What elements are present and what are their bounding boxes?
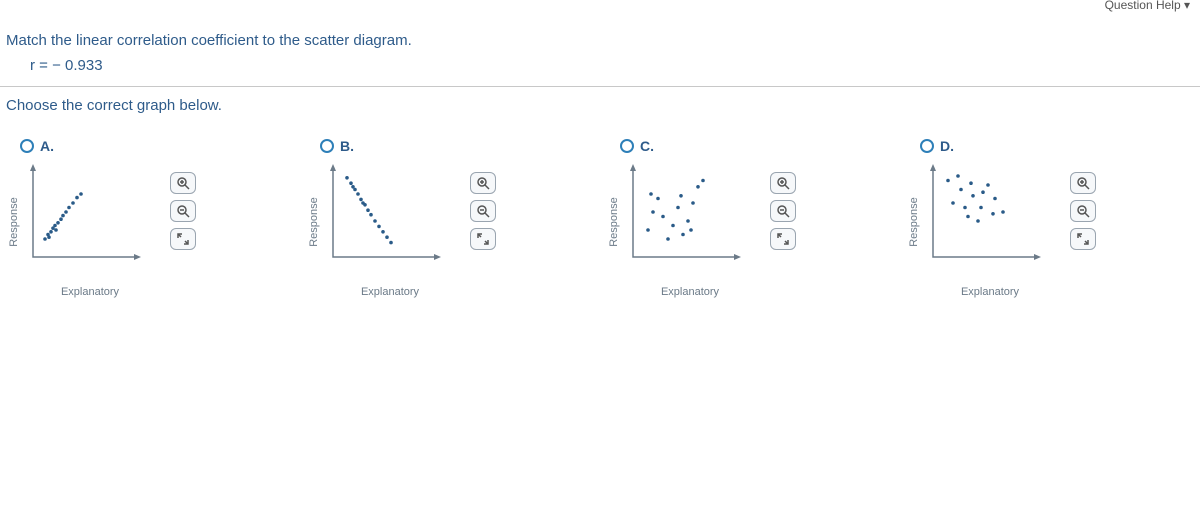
chart-a-axes (33, 167, 138, 257)
chart-d-x-arrow (1034, 254, 1041, 260)
chart-a-x-arrow (134, 254, 141, 260)
instruction-text: Choose the correct graph below. (0, 93, 1200, 118)
option-c-letter: C. (640, 138, 654, 154)
chart-b: Response Explanatory (320, 162, 460, 282)
chart-a-points (43, 192, 83, 241)
option-d: D. Response Explanatory (920, 138, 1200, 282)
expand-button[interactable] (470, 228, 496, 250)
chart-d: Response Explanatory (920, 162, 1060, 282)
option-d-letter: D. (940, 138, 954, 154)
divider (0, 86, 1200, 87)
zoom-in-icon (1076, 176, 1090, 190)
option-c-label[interactable]: C. (620, 138, 900, 154)
zoom-in-button[interactable] (170, 172, 196, 194)
option-a-label[interactable]: A. (20, 138, 300, 154)
radio-b[interactable] (320, 139, 334, 153)
chart-a-svg (28, 162, 148, 267)
chart-c-points (646, 179, 705, 241)
option-b-letter: B. (340, 138, 354, 154)
chart-d-xlabel: Explanatory (961, 286, 1019, 298)
chart-c: Response Explanatory (620, 162, 760, 282)
option-a-letter: A. (40, 138, 54, 154)
chart-b-ylabel: Response (308, 197, 320, 247)
question-help-dropdown[interactable]: Question Help ▾ (1105, 0, 1190, 12)
chart-c-svg (628, 162, 748, 267)
zoom-in-icon (476, 176, 490, 190)
zoom-in-icon (776, 176, 790, 190)
expand-button[interactable] (1070, 228, 1096, 250)
chart-d-svg (928, 162, 1048, 267)
chart-d-y-arrow (930, 164, 936, 171)
zoom-in-button[interactable] (770, 172, 796, 194)
chart-b-x-arrow (434, 254, 441, 260)
chart-b-axes (333, 167, 438, 257)
expand-icon (176, 232, 190, 246)
question-area: Match the linear correlation coefficient… (0, 12, 1200, 128)
chart-d-points (946, 174, 1005, 223)
chart-d-tools (1070, 162, 1096, 250)
zoom-in-icon (176, 176, 190, 190)
zoom-out-icon (176, 204, 190, 218)
chart-c-y-arrow (630, 164, 636, 171)
zoom-in-button[interactable] (470, 172, 496, 194)
chart-b-tools (470, 162, 496, 250)
chart-a-ylabel: Response (8, 197, 20, 247)
expand-button[interactable] (170, 228, 196, 250)
chart-b-points (345, 176, 393, 244)
zoom-out-icon (776, 204, 790, 218)
chart-b-y-arrow (330, 164, 336, 171)
chart-b-xlabel: Explanatory (361, 286, 419, 298)
expand-icon (476, 232, 490, 246)
radio-a[interactable] (20, 139, 34, 153)
zoom-out-icon (476, 204, 490, 218)
radio-c[interactable] (620, 139, 634, 153)
zoom-out-button[interactable] (1070, 200, 1096, 222)
chart-a: Response Explanatory (20, 162, 160, 282)
options-container: A. Response Explanatory (0, 128, 1200, 282)
chart-c-axes (633, 167, 738, 257)
chart-c-x-arrow (734, 254, 741, 260)
chart-a-xlabel: Explanatory (61, 286, 119, 298)
option-b-label[interactable]: B. (320, 138, 600, 154)
zoom-out-button[interactable] (470, 200, 496, 222)
question-text: Match the linear correlation coefficient… (0, 28, 1200, 53)
zoom-out-button[interactable] (770, 200, 796, 222)
option-a: A. Response Explanatory (20, 138, 300, 282)
expand-icon (776, 232, 790, 246)
radio-d[interactable] (920, 139, 934, 153)
chart-c-xlabel: Explanatory (661, 286, 719, 298)
chart-a-y-arrow (30, 164, 36, 171)
expand-icon (1076, 232, 1090, 246)
expand-button[interactable] (770, 228, 796, 250)
chart-d-ylabel: Response (908, 197, 920, 247)
chart-c-tools (770, 162, 796, 250)
zoom-in-button[interactable] (1070, 172, 1096, 194)
chart-a-tools (170, 162, 196, 250)
option-c: C. Response Explanatory (620, 138, 900, 282)
zoom-out-button[interactable] (170, 200, 196, 222)
chart-b-svg (328, 162, 448, 267)
chart-c-ylabel: Response (608, 197, 620, 247)
option-b: B. Response Explanatory (320, 138, 600, 282)
zoom-out-icon (1076, 204, 1090, 218)
option-d-label[interactable]: D. (920, 138, 1200, 154)
r-value: r = − 0.933 (0, 53, 1200, 78)
